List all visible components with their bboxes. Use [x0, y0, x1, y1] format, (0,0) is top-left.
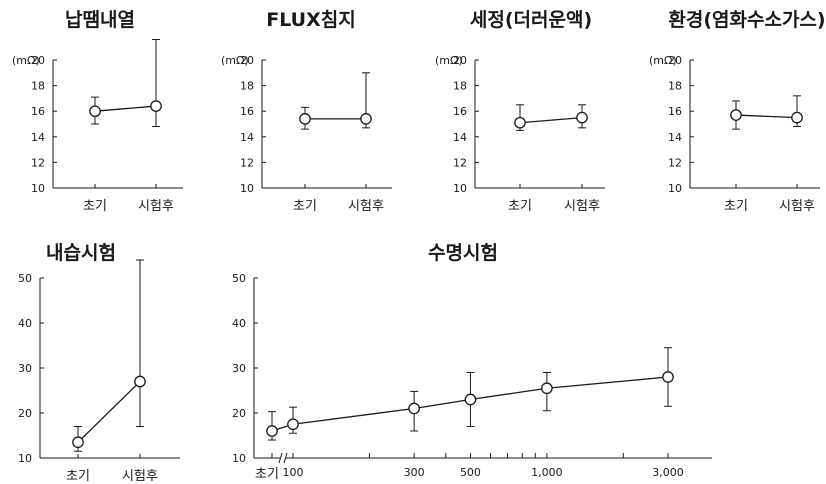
x-tick-label: 500 [460, 466, 481, 479]
chart-c3: 세정(더러운액) (mΩ) 10 12 14 16 18 20 초기 시험후 [435, 9, 605, 214]
series-line [735, 114, 798, 119]
chart-c6: 수명시험 10 20 30 40 50 100 300 500 1,000 3,000 초기 [232, 242, 712, 482]
x-category-label: 시험후 [138, 199, 174, 214]
y-axis-unit: (mΩ) [435, 54, 463, 67]
axis-break-mark [278, 452, 283, 464]
y-tick-label: 16 [31, 105, 45, 118]
y-tick-label: 12 [453, 156, 467, 169]
y-tick-label: 20 [240, 54, 254, 67]
y-tick-label: 20 [668, 54, 682, 67]
y-tick-label: 18 [668, 80, 682, 93]
data-point [576, 111, 588, 124]
y-tick-label: 18 [453, 80, 467, 93]
x-category-label: 초기 [724, 199, 748, 214]
y-tick-label: 14 [31, 131, 45, 144]
y-tick-label: 10 [232, 452, 246, 465]
y-tick-label: 14 [240, 131, 254, 144]
axis-break-mark [283, 452, 288, 464]
y-tick-label: 20 [31, 54, 45, 67]
data-point [89, 105, 101, 118]
x-category-label: 시험후 [122, 469, 158, 484]
y-axis-unit: (mΩ) [12, 54, 40, 67]
data-point [299, 113, 311, 125]
data-point [514, 116, 526, 129]
chart-title: 환경(염화수소가스) [668, 9, 825, 31]
y-tick-label: 50 [18, 272, 32, 285]
y-tick-label: 20 [453, 54, 467, 67]
y-tick-label: 14 [453, 131, 467, 144]
x-tick-label: 1,000 [531, 466, 563, 479]
x-tick-label: 100 [283, 466, 304, 479]
series-line [519, 116, 583, 124]
chart-title: FLUX침지 [266, 9, 355, 31]
y-tick-label: 10 [18, 452, 32, 465]
series-line [77, 381, 141, 443]
y-tick-label: 30 [18, 362, 32, 375]
data-point [134, 375, 146, 388]
x-tick-label: 3,000 [652, 466, 684, 479]
chart-title: 수명시험 [428, 242, 498, 264]
data-point [72, 436, 84, 449]
x-category-label: 시험후 [348, 199, 384, 214]
chart-c5: 내습시험 10 20 30 40 50 초기 시험후 [18, 242, 180, 484]
data-point [541, 382, 553, 395]
x-category-label: 초기 [83, 199, 107, 214]
y-axis-unit: (mΩ) [221, 54, 249, 67]
chart-title: 세정(더러운액) [470, 9, 592, 31]
x-category-label: 초기 [293, 199, 317, 214]
x-tick-label: 300 [404, 466, 425, 479]
y-tick-label: 18 [240, 80, 254, 93]
x-category-label: 초기 [66, 469, 90, 484]
y-tick-label: 50 [232, 272, 246, 285]
y-tick-label: 20 [18, 407, 32, 420]
x-start-label: 초기 [255, 467, 279, 482]
y-tick-label: 10 [668, 182, 682, 195]
data-point [287, 418, 299, 431]
chart-c4: 환경(염화수소가스) (mΩ) 10 12 14 16 18 20 초기 시험후 [649, 9, 826, 214]
y-tick-label: 12 [31, 156, 45, 169]
y-tick-label: 16 [453, 105, 467, 118]
x-category-label: 시험후 [779, 199, 815, 214]
y-tick-label: 40 [18, 317, 32, 330]
data-point [791, 111, 803, 124]
y-tick-label: 18 [31, 80, 45, 93]
data-point [266, 425, 278, 437]
data-point [150, 100, 162, 112]
y-tick-label: 16 [240, 105, 254, 118]
data-point [408, 402, 420, 415]
y-tick-label: 12 [668, 156, 682, 169]
y-tick-label: 10 [240, 182, 254, 195]
data-point [662, 371, 674, 383]
chart-title: 납땜내열 [65, 9, 135, 31]
y-tick-label: 10 [31, 182, 45, 195]
data-point [730, 109, 742, 121]
y-tick-label: 12 [240, 156, 254, 169]
series-line [94, 105, 157, 112]
y-tick-label: 30 [232, 362, 246, 375]
chart-c1: 납땜내열 (mΩ) 10 12 14 16 18 20 초기 시험후 [12, 9, 183, 214]
y-tick-label: 20 [232, 407, 246, 420]
y-tick-label: 14 [668, 131, 682, 144]
data-point [464, 393, 477, 406]
y-tick-label: 10 [453, 182, 467, 195]
chart-title: 내습시험 [46, 242, 116, 264]
x-category-label: 초기 [508, 199, 532, 214]
y-axis-unit: (mΩ) [649, 54, 677, 67]
data-point [360, 113, 372, 125]
axis-break-gap [280, 454, 286, 462]
chart-c2: FLUX침지 (mΩ) 10 12 14 16 18 20 초기 시험후 [221, 9, 392, 214]
y-tick-label: 16 [668, 105, 682, 118]
y-tick-label: 40 [232, 317, 246, 330]
x-category-label: 시험후 [564, 199, 600, 214]
